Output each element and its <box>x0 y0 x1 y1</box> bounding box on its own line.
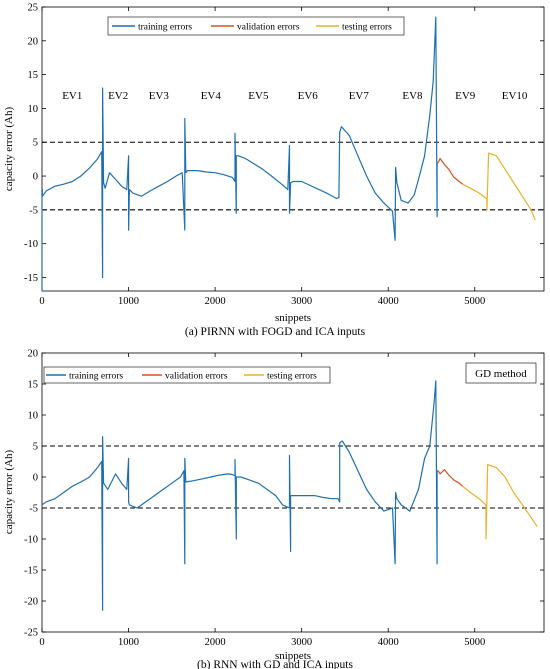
y-tick-label: 20 <box>28 349 39 360</box>
panel-caption: (b) RNN with GD and ICA inputs <box>197 659 353 669</box>
y-tick-label: -25 <box>24 628 38 639</box>
legend-label-testing: testing errors <box>342 23 392 33</box>
y-tick-label: -5 <box>29 504 38 515</box>
annotation-text: GD method <box>475 368 527 380</box>
legend-label-testing: testing errors <box>267 372 317 382</box>
y-tick-label: 15 <box>28 380 39 391</box>
annotation-box <box>465 362 537 384</box>
y-tick-label: -20 <box>24 597 38 608</box>
x-tick-label: 2000 <box>205 296 226 307</box>
legend-box <box>43 366 331 384</box>
segment-label: EV8 <box>402 90 423 102</box>
x-axis-ticks: 0 1000 2000 3000 4000 5000 <box>39 7 485 307</box>
y-tick-label: 10 <box>28 411 39 422</box>
segment-label: EV7 <box>349 90 370 102</box>
segment-label: EV9 <box>455 90 476 102</box>
series-group <box>41 380 538 611</box>
y-tick-label: -10 <box>24 239 38 250</box>
segment-label: EV1 <box>62 90 82 102</box>
x-tick-label: 4000 <box>378 637 399 648</box>
gd-method-annotation: GD method <box>465 362 537 384</box>
y-tick-label: 0 <box>33 473 38 484</box>
plot-area-frame <box>41 6 545 292</box>
legend-label-training: training errors <box>69 372 123 382</box>
x-axis-ticks: 0 1000 2000 3000 4000 5000 <box>39 353 485 648</box>
series-line-validation <box>437 157 463 185</box>
legend: training errors validation errors testin… <box>43 366 331 384</box>
threshold-lines <box>42 141 544 211</box>
x-axis-label: snippets <box>275 650 311 662</box>
y-tick-label: 10 <box>28 104 39 115</box>
y-tick-label: 15 <box>28 70 39 81</box>
chart-panel-b: -25 -20 -15 -10 -5 0 5 10 15 20 0 1000 2000 3000 4000… <box>3 349 545 669</box>
x-tick-label: 1000 <box>118 296 139 307</box>
y-tick-label: -5 <box>29 205 38 216</box>
threshold-lines <box>42 445 544 509</box>
x-tick-label: 5000 <box>464 637 485 648</box>
y-tick-label: 0 <box>33 172 38 183</box>
segment-label: EV6 <box>298 90 319 102</box>
x-tick-label: 5000 <box>464 296 485 307</box>
legend-box <box>107 16 405 36</box>
segment-label: EV2 <box>108 90 128 102</box>
series-line-testing <box>462 464 538 540</box>
x-axis-label: snippets <box>275 312 311 324</box>
series-group <box>41 16 536 291</box>
y-tick-label: 20 <box>28 36 39 47</box>
segment-label: EV4 <box>201 90 222 102</box>
y-tick-label: 25 <box>28 3 39 14</box>
y-tick-label: 5 <box>33 442 38 453</box>
panel-caption: (a) PIRNN with FOGD and ICA inputs <box>185 326 366 338</box>
x-tick-label: 3000 <box>291 296 312 307</box>
series-line-training <box>41 380 439 611</box>
segment-labels: EV1 EV2 EV3 EV4 EV5 EV6 EV7 EV8 EV9 EV10 <box>62 90 528 102</box>
legend-label-validation: validation errors <box>165 372 228 382</box>
x-tick-label: 4000 <box>378 296 399 307</box>
y-tick-label: 5 <box>33 138 38 149</box>
legend-label-training: training errors <box>138 23 192 33</box>
segment-label: EV10 <box>502 90 528 102</box>
series-line-training <box>41 16 439 291</box>
y-tick-label: -15 <box>24 273 38 284</box>
legend: training errors validation errors testin… <box>107 16 405 36</box>
y-axis-label: capacity error (Ah) <box>3 107 15 192</box>
series-line-validation <box>437 469 464 487</box>
plot-area-frame <box>41 352 545 633</box>
x-tick-label: 2000 <box>205 637 226 648</box>
segment-label: EV5 <box>248 90 269 102</box>
x-tick-label: 3000 <box>291 637 312 648</box>
x-tick-label: 0 <box>39 637 44 648</box>
x-tick-label: 1000 <box>118 637 139 648</box>
chart-panel-a: -15 -10 -5 0 5 10 15 20 25 0 1000 2000 3000 4000 5000… <box>3 3 545 338</box>
x-tick-label: 0 <box>39 296 44 307</box>
y-tick-label: -15 <box>24 566 38 577</box>
y-axis-label: capacity error (Ah) <box>3 450 15 535</box>
segment-label: EV3 <box>149 90 170 102</box>
legend-label-validation: validation errors <box>237 23 300 33</box>
y-tick-label: -10 <box>24 535 38 546</box>
y-axis-ticks: -25 -20 -15 -10 -5 0 5 10 15 20 <box>24 349 544 639</box>
series-line-testing <box>462 152 536 221</box>
